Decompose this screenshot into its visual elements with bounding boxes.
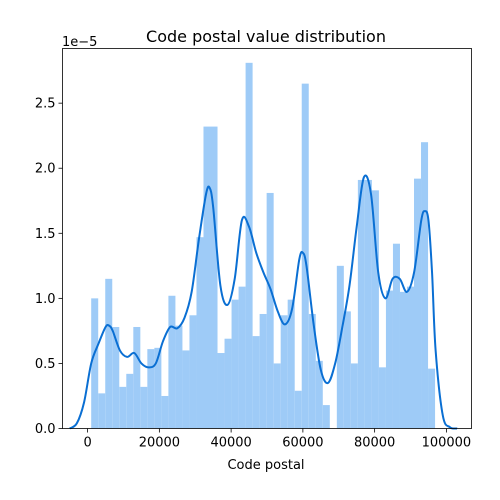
x-tick-label: 20000 (139, 436, 180, 451)
histogram-bar (392, 243, 400, 429)
x-axis-label: Code postal (227, 458, 304, 473)
histogram-bar (91, 298, 99, 429)
x-tick-label: 100000 (422, 436, 472, 451)
histogram-bar (385, 290, 393, 429)
x-axis-ticks: 0 20000 40000 60000 80000 100000 (83, 428, 472, 451)
x-tick-label: 80000 (354, 436, 395, 451)
histogram-bar (217, 353, 225, 429)
y-tick-label: 2.5 (35, 97, 56, 112)
histogram-bar (105, 278, 113, 429)
histogram-bar (280, 315, 288, 429)
histogram-bar (147, 349, 155, 429)
histogram-bar (273, 363, 281, 429)
histogram-bars (91, 62, 436, 429)
histogram-bar (252, 336, 260, 429)
histogram-bar (98, 393, 106, 429)
histogram-bar (421, 142, 429, 429)
histogram-bar (414, 178, 422, 429)
histogram-bar (210, 126, 218, 429)
histogram-bar (231, 299, 239, 429)
histogram-bar (378, 367, 386, 429)
histogram-bar (203, 126, 211, 429)
histogram-bar (189, 315, 197, 429)
x-tick-label: 40000 (210, 436, 251, 451)
y-offset-text: 1e−5 (62, 35, 97, 50)
histogram-bar (364, 179, 372, 429)
histogram-bar (322, 405, 330, 429)
histogram-bar (294, 390, 302, 429)
histogram-bar (336, 265, 344, 429)
x-tick-label: 0 (83, 436, 91, 451)
histogram-bar (133, 326, 141, 429)
histogram-bar (357, 179, 365, 429)
y-tick-label: 1.5 (35, 227, 56, 242)
histogram-bar (224, 338, 232, 429)
histogram-bar (161, 395, 169, 429)
histogram-bar (238, 286, 246, 429)
x-tick-label: 60000 (282, 436, 323, 451)
plot-frame (62, 48, 472, 429)
histogram-bar (119, 386, 127, 429)
histogram-bar (315, 360, 323, 429)
histogram-bar (399, 291, 407, 429)
y-tick-label: 0.5 (35, 357, 56, 372)
histogram-bar (287, 299, 295, 429)
histogram-bar (154, 347, 162, 429)
kde-line (69, 174, 458, 430)
histogram-bar (266, 192, 274, 429)
histogram-bar (259, 313, 267, 429)
histogram-bar (350, 363, 358, 429)
histogram-bar (308, 313, 316, 429)
histogram-bar (182, 350, 190, 429)
y-axis-ticks: 0.0 0.5 1.0 1.5 2.0 2.5 (35, 97, 63, 437)
chart-title: Code postal value distribution (146, 27, 386, 46)
histogram-bar (112, 326, 120, 429)
histogram-bar (126, 373, 134, 429)
histogram-bar (168, 295, 176, 429)
histogram-bar (196, 237, 204, 429)
histogram-bar (343, 311, 351, 429)
histogram-bar (245, 62, 253, 429)
y-tick-label: 2.0 (35, 162, 56, 177)
histogram-bar (406, 286, 415, 429)
histogram-bar (175, 325, 183, 429)
y-tick-label: 0.0 (35, 422, 56, 437)
histogram-bar (140, 386, 148, 429)
y-tick-label: 1.0 (35, 292, 56, 307)
histogram-bar (428, 368, 436, 429)
histogram-bar (371, 190, 379, 429)
